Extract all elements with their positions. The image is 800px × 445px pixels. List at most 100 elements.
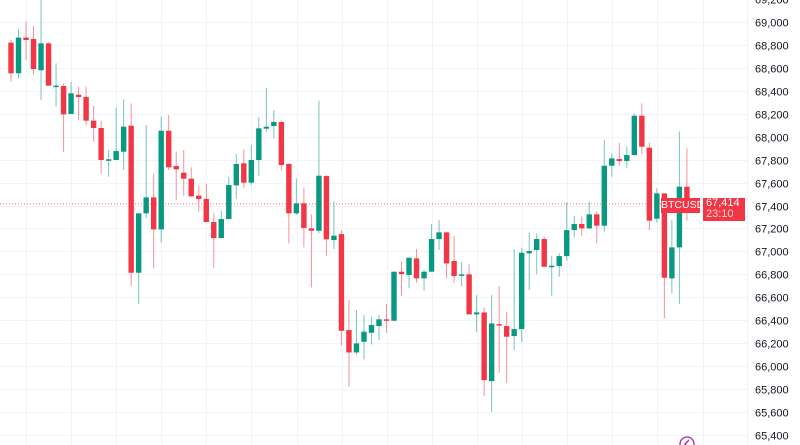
candle-down: [646, 142, 653, 231]
candle-body: [263, 126, 270, 129]
candle-up: [586, 201, 592, 230]
candle-body: [346, 330, 352, 353]
candle-body: [361, 331, 367, 342]
candle-down: [639, 103, 645, 155]
candle-body: [233, 163, 239, 186]
candle-body: [376, 319, 382, 327]
candle-down: [90, 105, 97, 142]
candle-body: [571, 223, 577, 231]
candle-body: [293, 203, 300, 214]
candle-body: [594, 214, 600, 226]
price-axis[interactable]: 65,400 65,600 65,800 66,000 66,200 66,400 66,6…: [755, 0, 789, 443]
candle-body: [496, 324, 502, 326]
candle-body: [511, 329, 517, 337]
candle-up: [293, 178, 300, 216]
candle-up: [609, 153, 615, 177]
candle-up: [458, 261, 465, 287]
candle-up: [676, 131, 683, 305]
candle-up: [226, 176, 232, 220]
candle-up: [421, 270, 427, 291]
candle-up: [263, 87, 270, 132]
candle-body: [128, 125, 134, 273]
candle-body: [338, 234, 345, 331]
candle-up: [15, 29, 22, 79]
candle-up: [368, 316, 375, 345]
candle-body: [30, 38, 37, 70]
candle-body: [23, 37, 29, 41]
candle-up: [113, 107, 119, 160]
candle-body: [98, 127, 104, 160]
candle-body: [203, 198, 209, 223]
candle-body: [541, 239, 547, 267]
candle-body: [331, 235, 337, 241]
candle-up: [120, 99, 127, 171]
candle-down: [30, 26, 37, 75]
price-tick-label: 69,200: [755, 0, 789, 7]
candle-body: [181, 172, 187, 179]
candle-body: [218, 219, 224, 239]
candle-up: [271, 109, 277, 139]
candle-up: [571, 216, 577, 238]
candle-up: [68, 81, 74, 114]
candle-body: [301, 203, 307, 229]
candle-body: [601, 165, 607, 226]
candle-body: [406, 257, 412, 276]
candle-down: [173, 151, 179, 201]
candle-down: [481, 307, 487, 397]
candle-body: [564, 230, 570, 257]
price-tick-label: 67,800: [755, 156, 789, 168]
candle-down: [241, 149, 247, 188]
candle-body: [676, 186, 683, 248]
candle-body: [391, 271, 397, 321]
price-tick-label: 67,200: [755, 224, 789, 236]
candle-down: [541, 236, 547, 267]
candle-body: [188, 178, 194, 197]
price-tick-label: 66,200: [755, 339, 789, 351]
candle-body: [481, 312, 487, 381]
candle-down: [661, 193, 668, 319]
price-tick-label: 66,000: [755, 362, 789, 374]
candle-down: [278, 120, 285, 171]
candle-body: [684, 186, 690, 204]
candle-body: [226, 184, 232, 220]
candle-down: [398, 261, 405, 297]
candle-body: [646, 147, 653, 221]
candle-down: [616, 142, 623, 166]
candle-body: [518, 252, 525, 330]
candle-body: [271, 122, 277, 127]
candle-body: [503, 326, 510, 337]
candle-up: [518, 247, 525, 343]
candle-down: [301, 187, 307, 248]
candle-body: [90, 120, 97, 128]
scroll-to-realtime-icon[interactable]: [679, 436, 695, 445]
candle-up: [473, 295, 480, 332]
candle-up: [526, 232, 532, 291]
candle-body: [586, 214, 592, 229]
candle-up: [406, 257, 412, 289]
candle-down: [83, 86, 89, 126]
candle-body: [413, 258, 420, 279]
candle-up: [331, 201, 337, 250]
candle-up: [218, 210, 224, 239]
candle-body: [443, 232, 450, 264]
candle-body: [428, 239, 435, 272]
candle-body: [654, 193, 660, 219]
candle-body: [150, 197, 157, 230]
candle-down: [496, 286, 502, 373]
candle-body: [211, 222, 217, 239]
price-tick-label: 68,200: [755, 110, 789, 122]
candle-down: [45, 42, 52, 86]
price-tick-label: 67,000: [755, 247, 789, 259]
price-tick-label: 68,400: [755, 87, 789, 99]
candle-body: [15, 37, 22, 74]
candle-body: [248, 159, 255, 183]
last-price-value: 67,414: [706, 197, 740, 209]
candle-up: [669, 220, 675, 294]
candle-down: [594, 211, 600, 244]
candle-body: [624, 155, 630, 162]
grid: [0, 0, 747, 445]
candle-down: [579, 216, 585, 236]
candle-body: [173, 166, 179, 170]
candle-down: [211, 213, 217, 268]
